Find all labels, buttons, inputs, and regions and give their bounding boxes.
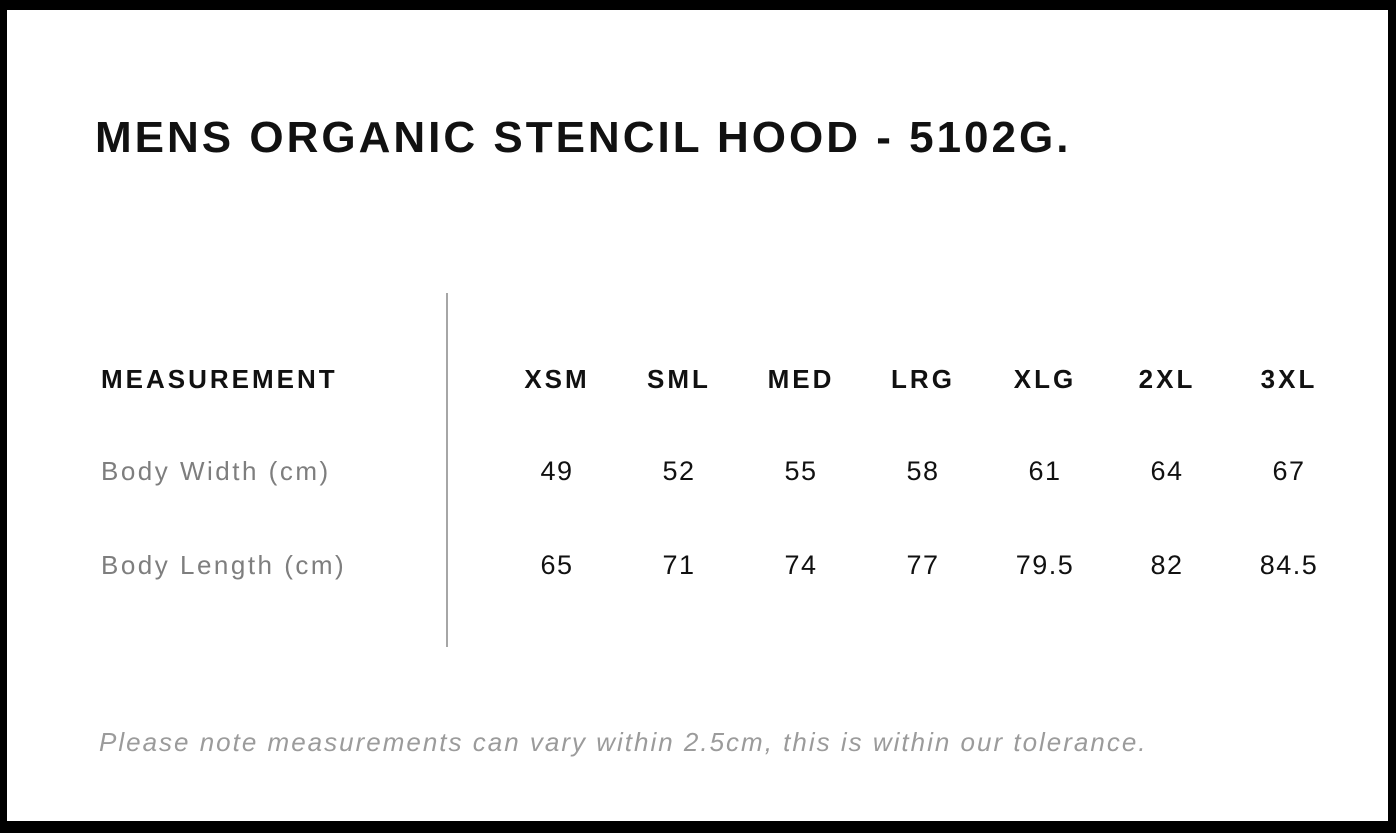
cell-value: 55	[784, 455, 818, 486]
row-label-body-width: Body Width (cm)	[101, 455, 331, 486]
size-header-lrg: LRG	[891, 363, 955, 394]
tolerance-note: Please note measurements can vary within…	[99, 727, 1148, 757]
cell-value: 77	[906, 549, 940, 580]
cell-value: 74	[784, 549, 818, 580]
cell-value: 79.5	[1015, 549, 1075, 580]
cell-value: 65	[540, 549, 574, 580]
page-title: MENS ORGANIC STENCIL HOOD - 5102G.	[95, 113, 1072, 162]
column-divider	[446, 293, 448, 647]
size-table-header-row: MEASUREMENT XSM SML MED LRG XLG 2XL 3XL	[101, 362, 1350, 396]
cell-value: 64	[1150, 455, 1184, 486]
cell-value: 82	[1150, 549, 1184, 580]
table-row-body-width: Body Width (cm) 49 52 55 58 61 64 67	[101, 454, 1350, 488]
row-label-body-length: Body Length (cm)	[101, 549, 347, 580]
table-row-body-length: Body Length (cm) 65 71 74 77 79.5 82 84.…	[101, 548, 1350, 582]
size-header-med: MED	[767, 363, 835, 394]
cell-value: 71	[662, 549, 696, 580]
cell-value: 67	[1272, 455, 1306, 486]
cell-value: 52	[662, 455, 696, 486]
cell-value: 49	[540, 455, 574, 486]
cell-value: 84.5	[1259, 549, 1319, 580]
measurement-column-header: MEASUREMENT	[101, 363, 338, 394]
cell-value: 61	[1028, 455, 1062, 486]
size-header-xlg: XLG	[1013, 363, 1077, 394]
size-header-xsm: XSM	[524, 363, 590, 394]
size-header-sml: SML	[647, 363, 711, 394]
size-header-2xl: 2XL	[1138, 363, 1196, 394]
size-header-3xl: 3XL	[1260, 363, 1318, 394]
size-table: MEASUREMENT XSM SML MED LRG XLG 2XL 3XL …	[101, 293, 1350, 647]
cell-value: 58	[906, 455, 940, 486]
